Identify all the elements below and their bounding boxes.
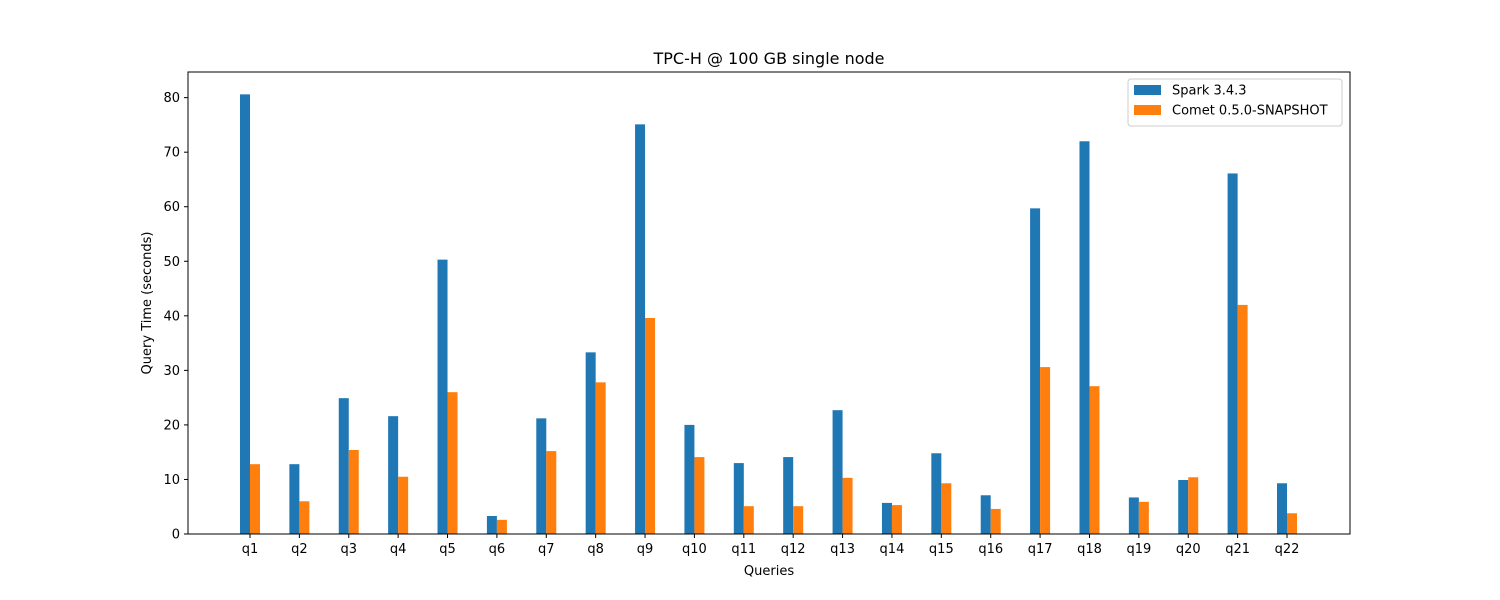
bar-spark-q14	[881, 502, 892, 534]
legend-label: Comet 0.5.0-SNAPSHOT	[1172, 104, 1328, 119]
bar-comet-q14	[891, 505, 902, 534]
x-tick-label: q16	[978, 542, 1003, 557]
bar-comet-q15	[941, 483, 952, 534]
bar-spark-q3	[338, 398, 349, 534]
bar-spark-q16	[980, 495, 991, 534]
bar-spark-q6	[486, 516, 497, 534]
x-tick-label: q17	[1028, 542, 1053, 557]
x-tick-label: q2	[291, 542, 308, 557]
bar-spark-q11	[733, 463, 744, 534]
bar-spark-q8	[585, 352, 596, 534]
bar-comet-q13	[842, 477, 853, 534]
bar-comet-q10	[694, 457, 705, 534]
y-axis: 0 10 20 30 40 50 60 70 80	[163, 91, 188, 543]
y-tick-label: 70	[163, 146, 180, 161]
y-tick-label: 60	[163, 200, 180, 215]
x-tick-label: q6	[489, 542, 506, 557]
bar-spark-q4	[388, 416, 399, 534]
x-axis: q1 q2 q3 q4 q5 q6 q7 q8 q9 q10 q11 q12 q13 q14 q15 q16 q…	[242, 534, 1300, 557]
bar-comet-q9	[645, 318, 656, 534]
bar-spark-q12	[783, 457, 794, 534]
legend-swatch	[1134, 85, 1161, 95]
x-tick-label: q20	[1176, 542, 1201, 557]
x-tick-label: q7	[538, 542, 555, 557]
x-tick-label: q15	[929, 542, 954, 557]
x-tick-label: q1	[242, 542, 259, 557]
bar-comet-q7	[546, 451, 557, 534]
chart-title: TPC-H @ 100 GB single node	[652, 49, 884, 68]
bar-comet-q18	[1089, 386, 1100, 534]
bar-spark-q19	[1128, 497, 1139, 534]
bar-spark-q1	[240, 94, 250, 535]
legend: Spark 3.4.3 Comet 0.5.0-SNAPSHOT	[1127, 78, 1343, 127]
x-tick-label: q14	[880, 542, 905, 557]
bar-comet-q12	[793, 506, 804, 534]
bar-spark-q10	[684, 424, 695, 534]
y-axis-label: Query Time (seconds)	[140, 232, 155, 375]
legend-label: Spark 3.4.3	[1172, 84, 1247, 99]
legend-box	[1127, 78, 1343, 127]
x-tick-label: q9	[637, 542, 654, 557]
bar-spark-q20	[1178, 480, 1189, 534]
bar-spark-q2	[289, 464, 300, 534]
bar-comet-q2	[299, 501, 310, 534]
bar-spark-q21	[1227, 173, 1238, 534]
x-tick-label: q22	[1275, 542, 1300, 557]
x-tick-label: q3	[340, 542, 357, 557]
plot-frame	[187, 71, 1351, 535]
x-tick-label: q11	[731, 542, 756, 557]
x-tick-label: q13	[830, 542, 855, 557]
x-tick-label: q5	[439, 542, 456, 557]
y-tick-label: 20	[163, 418, 180, 433]
x-tick-label: q21	[1225, 542, 1250, 557]
x-axis-label: Queries	[744, 564, 794, 579]
bar-comet-q5	[447, 392, 458, 534]
bar-comet-q6	[496, 519, 507, 534]
x-tick-label: q10	[682, 542, 707, 557]
bar-comet-q22	[1287, 513, 1297, 534]
y-tick-label: 0	[172, 528, 180, 543]
x-tick-label: q12	[781, 542, 806, 557]
x-tick-label: q4	[390, 542, 407, 557]
x-tick-label: q19	[1126, 542, 1151, 557]
bars-layer	[240, 94, 1297, 535]
bar-comet-q19	[1138, 501, 1149, 534]
y-tick-label: 30	[163, 364, 180, 379]
bar-spark-q13	[832, 410, 843, 534]
y-tick-label: 40	[163, 309, 180, 324]
x-tick-label: q18	[1077, 542, 1102, 557]
bar-spark-q17	[1030, 208, 1041, 535]
bar-comet-q21	[1237, 304, 1248, 534]
bar-comet-q1	[250, 464, 260, 534]
bar-spark-q15	[931, 453, 942, 534]
bar-spark-q22	[1277, 483, 1287, 534]
bar-comet-q11	[743, 506, 754, 534]
bar-spark-q5	[437, 259, 448, 534]
bar-spark-q18	[1079, 141, 1090, 534]
y-tick-label: 50	[163, 255, 180, 270]
x-tick-label: q8	[587, 542, 604, 557]
bar-comet-q20	[1188, 477, 1199, 534]
bar-comet-q4	[398, 476, 409, 534]
bar-comet-q17	[1040, 367, 1051, 534]
bar-spark-q7	[536, 418, 547, 534]
bar-spark-q9	[635, 124, 646, 535]
legend-swatch	[1134, 105, 1161, 115]
y-tick-label: 80	[163, 91, 180, 106]
bar-comet-q3	[348, 450, 359, 534]
y-tick-label: 10	[163, 473, 180, 488]
bar-comet-q16	[990, 508, 1001, 534]
bar-comet-q8	[595, 382, 606, 534]
